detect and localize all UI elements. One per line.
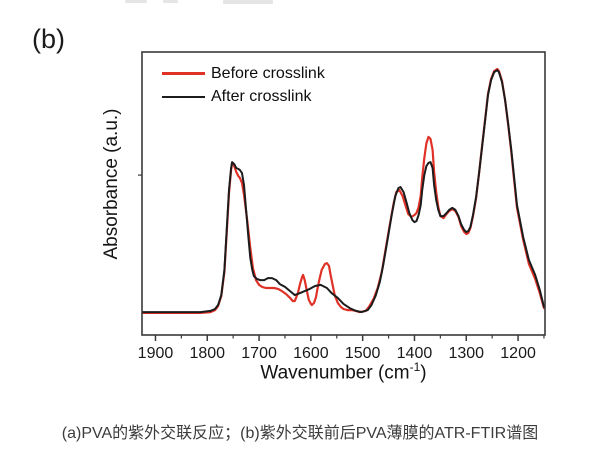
legend-item-after: After crosslink	[162, 85, 325, 108]
spectrum-svg: 1900 1800 1700 1600 1500 1400 1300 1200	[138, 51, 546, 362]
cropped-text-mark	[125, 0, 147, 3]
ftir-plot-area: 1900 1800 1700 1600 1500 1400 1300 1200 Before …	[138, 51, 546, 362]
figure-caption: (a)PVA的紫外交联反应；(b)紫外交联前后PVA薄膜的ATR-FTIR谱图	[61, 425, 539, 442]
x-axis-label: Wavenumber (cm-1)	[142, 360, 545, 384]
panel-label: (b)	[32, 24, 65, 54]
x-tick-label: 1900	[138, 345, 174, 362]
legend-label-after: After crosslink	[211, 87, 312, 105]
x-tick-label: 1300	[448, 345, 484, 362]
x-tick-label: 1500	[345, 345, 381, 362]
x-tick-label: 1800	[189, 345, 225, 362]
legend-label-before: Before crosslink	[211, 64, 325, 82]
x-axis-label-suffix: )	[420, 362, 427, 384]
x-axis-label-sup: -1	[409, 360, 421, 374]
legend-line-before-icon	[162, 72, 205, 75]
cropped-text-mark	[223, 0, 273, 4]
series-after-crosslink	[141, 69, 545, 314]
y-axis-label: Absorbance (a.u.)	[101, 108, 122, 260]
x-tick-label: 1700	[241, 345, 277, 362]
legend: Before crosslink After crosslink	[162, 62, 325, 108]
x-axis-label-text: Wavenumber (cm	[260, 362, 410, 384]
legend-item-before: Before crosslink	[162, 62, 325, 85]
x-tick-label: 1200	[500, 345, 536, 362]
x-tick-label: 1600	[293, 345, 329, 362]
cropped-text-mark	[163, 0, 178, 3]
x-tick-label: 1400	[397, 345, 433, 362]
plot-frame	[141, 51, 546, 336]
legend-line-after-icon	[162, 95, 205, 98]
